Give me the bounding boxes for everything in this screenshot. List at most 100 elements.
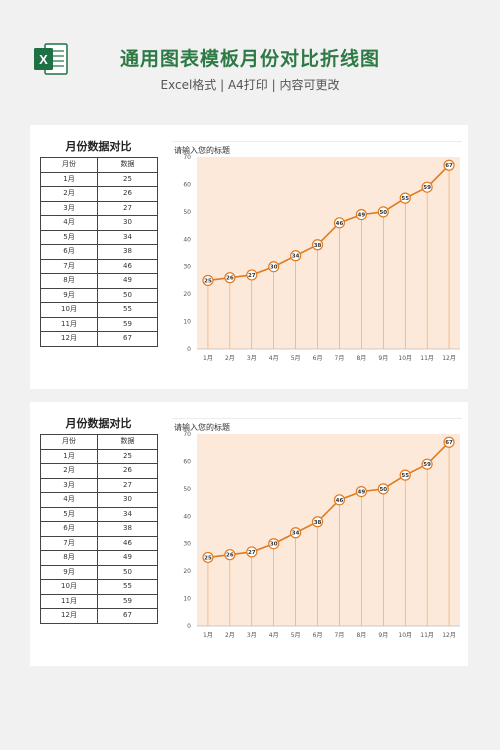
data-label: 50 xyxy=(379,487,387,493)
table-row: 7月 46 xyxy=(40,258,158,274)
data-label: 55 xyxy=(401,473,409,479)
month-cell: 1月 xyxy=(40,448,98,464)
x-tick-label: 1月 xyxy=(203,632,213,639)
chart-title: 请输入您的标题 xyxy=(174,422,230,432)
data-point xyxy=(246,546,258,558)
data-point xyxy=(268,538,280,550)
data-label: 30 xyxy=(270,265,278,271)
data-point xyxy=(202,551,214,564)
value-cell: 30 xyxy=(97,492,158,508)
y-tick-label: 20 xyxy=(183,291,191,298)
data-point xyxy=(224,549,236,561)
month-cell: 1月 xyxy=(40,171,98,187)
month-cell: 10月 xyxy=(40,579,98,595)
y-tick-label: 10 xyxy=(183,319,191,326)
x-tick-label: 11月 xyxy=(420,355,434,362)
y-tick-label: 50 xyxy=(183,209,191,216)
data-point xyxy=(377,483,389,495)
value-cell: 27 xyxy=(97,200,158,216)
template-panel-1: 月份数据对比 月份 数据 1月 25 2月 26 3月 27 4月 30 5月 34 6月 38 7月 46 8… xyxy=(30,125,468,389)
y-tick-label: 60 xyxy=(183,458,191,465)
x-tick-label: 5月 xyxy=(291,632,301,639)
value-cell: 59 xyxy=(97,316,158,332)
plot-area-background xyxy=(197,434,460,626)
table-row: 4月 30 xyxy=(40,492,158,508)
y-tick-label: 10 xyxy=(183,596,191,603)
value-cell: 26 xyxy=(97,463,158,479)
data-point xyxy=(443,436,455,448)
x-tick-label: 8月 xyxy=(356,355,366,362)
table-row: 1月 25 xyxy=(40,448,158,464)
value-cell: 55 xyxy=(97,579,158,595)
data-point xyxy=(311,239,324,251)
value-cell: 27 xyxy=(97,477,158,493)
x-tick-label: 4月 xyxy=(269,632,279,639)
data-label: 38 xyxy=(314,520,322,526)
column-header-month: 月份 xyxy=(40,157,98,173)
value-cell: 67 xyxy=(97,331,158,347)
data-label: 59 xyxy=(423,185,431,191)
data-label: 59 xyxy=(423,462,431,468)
data-point xyxy=(443,159,455,171)
column-header-value: 数据 xyxy=(97,157,158,173)
x-tick-label: 1月 xyxy=(203,355,213,362)
data-point xyxy=(268,261,280,273)
month-cell: 9月 xyxy=(40,564,98,580)
data-label: 49 xyxy=(358,490,366,496)
data-point xyxy=(290,250,302,262)
data-label: 26 xyxy=(226,553,234,559)
x-tick-label: 12月 xyxy=(442,355,456,362)
x-tick-label: 8月 xyxy=(356,632,366,639)
month-cell: 6月 xyxy=(40,244,98,260)
month-cell: 3月 xyxy=(40,477,98,493)
data-label: 55 xyxy=(401,196,409,202)
table-row: 4月 30 xyxy=(40,215,158,231)
value-cell: 30 xyxy=(97,215,158,231)
y-tick-label: 0 xyxy=(187,346,191,353)
data-point xyxy=(377,206,389,218)
value-cell: 38 xyxy=(97,244,158,260)
x-tick-label: 4月 xyxy=(269,355,279,362)
table-row: 9月 50 xyxy=(40,564,158,580)
table-row: 3月 27 xyxy=(40,477,158,493)
y-tick-label: 70 xyxy=(183,431,191,438)
table-row: 2月 26 xyxy=(40,463,158,479)
value-cell: 25 xyxy=(97,448,158,464)
month-cell: 9月 xyxy=(40,287,98,303)
value-cell: 38 xyxy=(97,521,158,537)
x-tick-label: 9月 xyxy=(378,632,388,639)
table-row: 10月 55 xyxy=(40,579,158,595)
value-cell: 25 xyxy=(97,171,158,187)
header: X 通用图表模板月份对比折线图 Excel格式 | A4打印 | 内容可更改 xyxy=(0,0,500,110)
table-row: 6月 38 xyxy=(40,521,158,537)
table-row: 8月 49 xyxy=(40,273,158,289)
month-cell: 12月 xyxy=(40,608,98,624)
month-cell: 12月 xyxy=(40,331,98,347)
y-tick-label: 30 xyxy=(183,264,191,271)
data-label: 27 xyxy=(248,550,256,556)
table-row: 3月 27 xyxy=(40,200,158,216)
table-row: 2月 26 xyxy=(40,186,158,202)
table-row: 5月 34 xyxy=(40,506,158,522)
data-point xyxy=(311,516,324,528)
data-point xyxy=(355,208,367,221)
y-tick-label: 20 xyxy=(183,568,191,575)
x-tick-label: 5月 xyxy=(291,355,301,362)
y-tick-label: 70 xyxy=(183,154,191,161)
data-label: 34 xyxy=(292,254,300,260)
table-row: 12月 67 xyxy=(40,331,158,347)
table-row: 11月 59 xyxy=(40,593,158,609)
data-table: 月份 数据 1月 25 2月 26 3月 27 4月 30 5月 34 6月 38 7月 46 8月 49 9月 50… xyxy=(40,157,158,347)
data-label: 46 xyxy=(336,498,344,504)
value-cell: 26 xyxy=(97,186,158,202)
data-point xyxy=(333,217,346,229)
month-cell: 8月 xyxy=(40,550,98,566)
value-cell: 50 xyxy=(97,564,158,580)
value-cell: 59 xyxy=(97,593,158,609)
data-point xyxy=(224,272,236,284)
column-header-month: 月份 xyxy=(40,434,98,450)
y-tick-label: 0 xyxy=(187,623,191,630)
month-cell: 2月 xyxy=(40,186,98,202)
month-cell: 5月 xyxy=(40,506,98,522)
page-title: 通用图表模板月份对比折线图 xyxy=(119,48,380,70)
